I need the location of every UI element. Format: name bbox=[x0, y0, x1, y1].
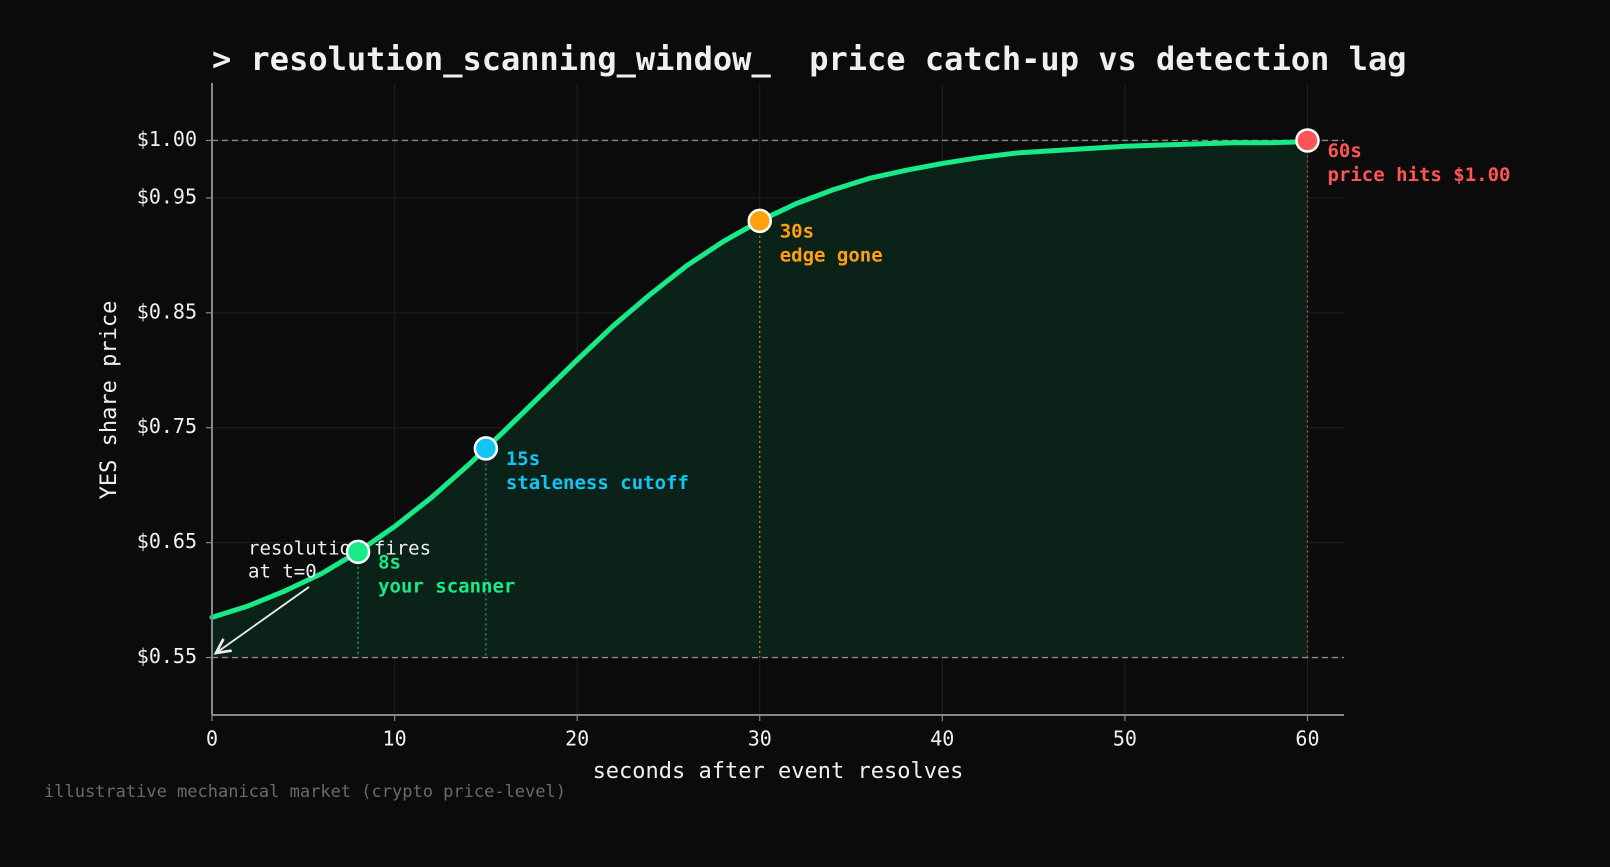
marker bbox=[1295, 128, 1320, 153]
point-label: 8s bbox=[378, 551, 401, 573]
y-tick-label: $0.85 bbox=[137, 299, 197, 323]
x-tick-label: 20 bbox=[565, 727, 589, 751]
x-tick-label: 10 bbox=[383, 727, 407, 751]
point-note: price hits $1.00 bbox=[1327, 164, 1510, 186]
marker bbox=[473, 436, 499, 461]
annotation: resolution fires bbox=[248, 538, 431, 560]
chart-title: > resolution_scanning_window_ price catc… bbox=[212, 40, 1406, 78]
x-tick-label: 0 bbox=[206, 727, 218, 751]
annotation: at t=0 bbox=[248, 561, 317, 583]
y-tick-label: $0.95 bbox=[137, 184, 197, 208]
y-tick-label: $0.55 bbox=[137, 644, 197, 668]
y-tick-label: $0.65 bbox=[137, 529, 197, 553]
point-label: 60s bbox=[1327, 140, 1361, 162]
y-axis-label: YES share price bbox=[97, 301, 122, 500]
x-tick-label: 40 bbox=[930, 727, 954, 751]
x-tick-label: 50 bbox=[1113, 727, 1137, 751]
x-tick-label: 60 bbox=[1295, 727, 1319, 751]
y-tick-label: $1.00 bbox=[137, 127, 197, 151]
y-tick-label: $0.75 bbox=[137, 414, 197, 438]
point-note: edge gone bbox=[780, 244, 883, 266]
annotation-arrow bbox=[216, 586, 310, 653]
x-axis-label: seconds after event resolves bbox=[593, 759, 964, 784]
marker bbox=[747, 208, 772, 234]
point-label: 30s bbox=[780, 220, 814, 242]
marker bbox=[345, 539, 371, 565]
footnote: illustrative mechanical market (crypto p… bbox=[44, 782, 566, 802]
point-note: your scanner bbox=[378, 575, 515, 597]
point-note: staleness cutoff bbox=[506, 472, 689, 494]
point-label: 15s bbox=[506, 448, 540, 470]
x-tick-label: 30 bbox=[748, 727, 772, 751]
